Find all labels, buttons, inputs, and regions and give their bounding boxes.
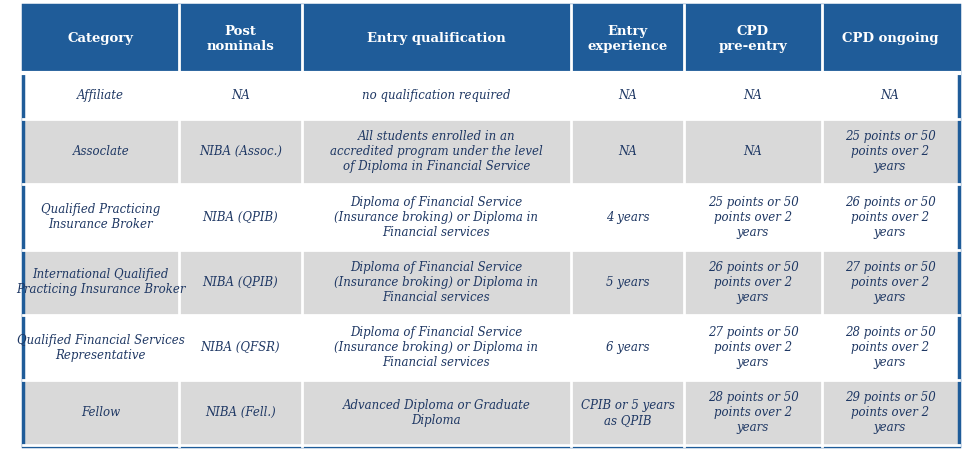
Text: CPD ongoing: CPD ongoing bbox=[842, 32, 938, 45]
Bar bbox=[23, 4, 179, 72]
Bar bbox=[179, 184, 302, 250]
Bar bbox=[302, 184, 571, 250]
Text: 26 points or 50
points over 2
years: 26 points or 50 points over 2 years bbox=[708, 261, 799, 304]
Bar bbox=[684, 119, 822, 184]
Bar bbox=[23, 72, 179, 119]
Text: NIBA (QPIB): NIBA (QPIB) bbox=[202, 211, 278, 224]
Bar bbox=[684, 250, 822, 315]
Bar bbox=[822, 380, 958, 446]
Text: CPD
pre-entry: CPD pre-entry bbox=[718, 25, 787, 53]
Bar bbox=[822, 119, 958, 184]
Text: NA: NA bbox=[230, 90, 250, 103]
Bar bbox=[23, 250, 179, 315]
Text: NA: NA bbox=[743, 145, 763, 158]
Text: NA: NA bbox=[619, 90, 637, 103]
Text: 5 years: 5 years bbox=[606, 276, 650, 289]
Bar bbox=[822, 72, 958, 119]
Bar bbox=[302, 315, 571, 380]
Text: Category: Category bbox=[68, 32, 134, 45]
Bar bbox=[179, 4, 302, 72]
Bar bbox=[23, 380, 179, 446]
Bar bbox=[302, 380, 571, 446]
Text: NIBA (Fell.): NIBA (Fell.) bbox=[205, 406, 276, 419]
Text: Entry
experience: Entry experience bbox=[588, 25, 668, 53]
Bar bbox=[822, 184, 958, 250]
Bar bbox=[23, 315, 179, 380]
Bar bbox=[684, 4, 822, 72]
Text: NA: NA bbox=[743, 90, 763, 103]
Bar bbox=[23, 119, 179, 184]
Text: NA: NA bbox=[881, 90, 899, 103]
Text: Diploma of Financial Service
(Insurance broking) or Diploma in
Financial service: Diploma of Financial Service (Insurance … bbox=[334, 326, 538, 369]
Text: Entry qualification: Entry qualification bbox=[367, 32, 505, 45]
Text: 26 points or 50
points over 2
years: 26 points or 50 points over 2 years bbox=[845, 196, 935, 238]
Text: 28 points or 50
points over 2
years: 28 points or 50 points over 2 years bbox=[845, 326, 935, 369]
Text: Fellow: Fellow bbox=[81, 406, 120, 419]
Bar bbox=[571, 72, 684, 119]
Bar bbox=[302, 72, 571, 119]
Text: 29 points or 50
points over 2
years: 29 points or 50 points over 2 years bbox=[845, 392, 935, 434]
Bar bbox=[684, 72, 822, 119]
Bar bbox=[571, 184, 684, 250]
Text: no qualification required: no qualification required bbox=[362, 90, 510, 103]
Text: 27 points or 50
points over 2
years: 27 points or 50 points over 2 years bbox=[708, 326, 799, 369]
Text: Advanced Diploma or Graduate
Diploma: Advanced Diploma or Graduate Diploma bbox=[343, 399, 530, 427]
Bar bbox=[302, 250, 571, 315]
Text: International Qualified
Practicing Insurance Broker: International Qualified Practicing Insur… bbox=[16, 268, 186, 296]
Text: 27 points or 50
points over 2
years: 27 points or 50 points over 2 years bbox=[845, 261, 935, 304]
Text: 28 points or 50
points over 2
years: 28 points or 50 points over 2 years bbox=[708, 392, 799, 434]
Bar bbox=[571, 119, 684, 184]
Bar bbox=[571, 4, 684, 72]
Text: NA: NA bbox=[619, 145, 637, 158]
Bar bbox=[302, 4, 571, 72]
Text: 6 years: 6 years bbox=[606, 341, 650, 354]
Bar bbox=[302, 119, 571, 184]
Text: Qualified Practicing
Insurance Broker: Qualified Practicing Insurance Broker bbox=[42, 203, 161, 231]
Text: Diploma of Financial Service
(Insurance broking) or Diploma in
Financial service: Diploma of Financial Service (Insurance … bbox=[334, 196, 538, 238]
Text: NIBA (QPIB): NIBA (QPIB) bbox=[202, 276, 278, 289]
Bar bbox=[571, 315, 684, 380]
Bar bbox=[571, 250, 684, 315]
Text: 25 points or 50
points over 2
years: 25 points or 50 points over 2 years bbox=[845, 130, 935, 173]
Bar bbox=[684, 184, 822, 250]
Text: Qualified Financial Services
Representative: Qualified Financial Services Representat… bbox=[17, 333, 185, 362]
Bar bbox=[822, 4, 958, 72]
Text: 4 years: 4 years bbox=[606, 211, 650, 224]
Text: All students enrolled in an
accredited program under the level
of Diploma in Fin: All students enrolled in an accredited p… bbox=[330, 130, 543, 173]
Text: NIBA (QFSR): NIBA (QFSR) bbox=[200, 341, 280, 354]
Text: Post
nominals: Post nominals bbox=[206, 25, 274, 53]
Bar bbox=[684, 380, 822, 446]
Text: CPIB or 5 years
as QPIB: CPIB or 5 years as QPIB bbox=[581, 399, 675, 427]
Text: Assoclate: Assoclate bbox=[73, 145, 129, 158]
Bar bbox=[179, 72, 302, 119]
Bar bbox=[684, 315, 822, 380]
Text: Affiliate: Affiliate bbox=[77, 90, 124, 103]
Bar bbox=[179, 380, 302, 446]
Bar bbox=[23, 184, 179, 250]
Bar bbox=[179, 250, 302, 315]
Bar bbox=[822, 315, 958, 380]
Text: NIBA (Assoc.): NIBA (Assoc.) bbox=[198, 145, 282, 158]
Bar bbox=[571, 380, 684, 446]
Text: Diploma of Financial Service
(Insurance broking) or Diploma in
Financial service: Diploma of Financial Service (Insurance … bbox=[334, 261, 538, 304]
Text: 25 points or 50
points over 2
years: 25 points or 50 points over 2 years bbox=[708, 196, 799, 238]
Bar bbox=[822, 250, 958, 315]
Bar bbox=[179, 315, 302, 380]
Bar bbox=[179, 119, 302, 184]
